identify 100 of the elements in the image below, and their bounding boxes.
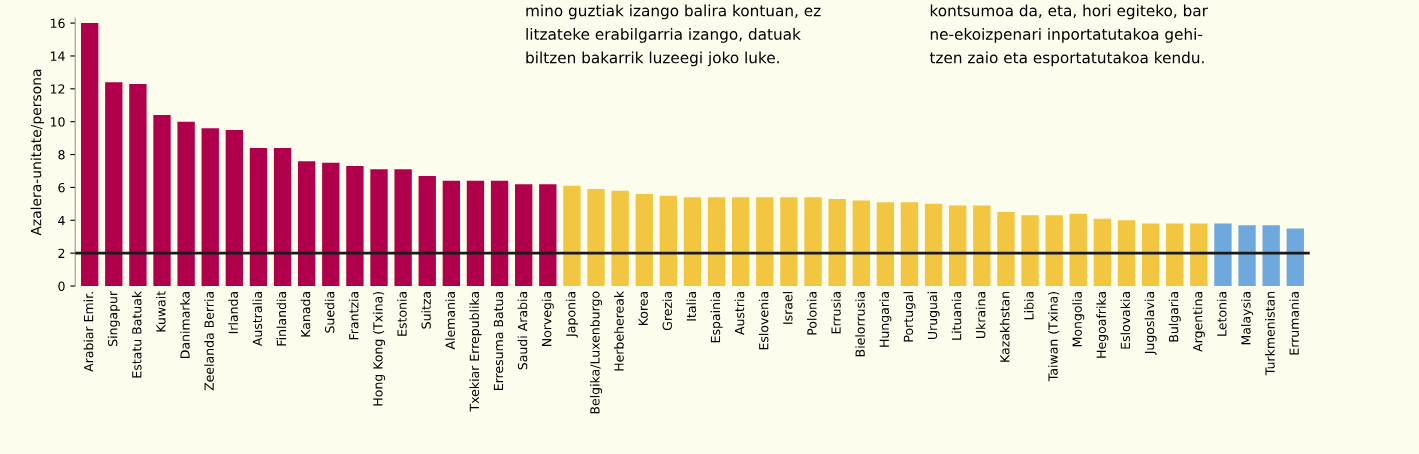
x-tick-label: Suitza [421, 292, 431, 329]
x-tick-label: Txekiar Errepublika [469, 292, 482, 412]
bar [273, 147, 292, 287]
x-tick-label: Grezia [662, 292, 672, 331]
bar [466, 180, 485, 287]
bar [828, 198, 846, 287]
x-tick-label: Letonia [1216, 292, 1227, 336]
x-tick-label: Australia [252, 292, 263, 347]
x-tick-label: Taiwan (Txina) [1048, 291, 1060, 382]
bar [1190, 223, 1208, 287]
y-tick-label: 0 [58, 281, 65, 291]
y-axis-title: Azalera-unitate/persona [30, 69, 45, 236]
y-tick-label: 10 [50, 117, 65, 127]
x-tick-label: Libia [1023, 292, 1034, 320]
x-tick-label: Hungaria [879, 292, 892, 347]
bar [683, 197, 702, 287]
x-tick-label: Finlandia [276, 292, 287, 346]
bar [370, 169, 388, 287]
bar [177, 121, 195, 287]
y-tick-label: 14 [50, 51, 65, 61]
bar [756, 197, 774, 287]
bar [129, 83, 147, 287]
bar [659, 195, 678, 287]
bar [394, 169, 412, 287]
bar [201, 128, 219, 287]
x-tick-label: Espainia [710, 292, 723, 343]
x-tick-label: Korea [638, 292, 648, 326]
x-tick-label: Hong Kong (Txina) [372, 291, 386, 406]
bar [1166, 223, 1184, 287]
bar [442, 180, 461, 287]
x-tick-label: Turkmenistan [1265, 291, 1275, 376]
bar [1069, 213, 1087, 287]
x-tick-label: Danimarka [180, 292, 190, 358]
bar [973, 205, 991, 287]
x-tick-label: Jugoslavia [1144, 292, 1157, 355]
x-tick-label: Frantzia [348, 292, 359, 340]
x-tick-label: Austria [734, 292, 745, 335]
annotation: mino guztiak izango balira kontuan, ez litzateke erabilgarria izango, datuak biltzen bakarrik luzeegi joko luke. [526, 4, 821, 67]
bar [1045, 215, 1063, 287]
bar [1214, 223, 1232, 287]
bar [346, 166, 364, 287]
y-tick-label: 4 [58, 215, 65, 226]
x-tick-label: Errumania [1289, 292, 1299, 355]
bar [298, 161, 316, 287]
x-tick-label: Bielorrusia [855, 292, 865, 357]
x-tick-label: Kazakhstan [999, 291, 1010, 362]
y-tick-label: 2 [58, 248, 65, 258]
x-tick-label: Norvegia [541, 292, 554, 346]
x-tick-label: Bulgaria [1168, 292, 1181, 342]
bar [80, 23, 99, 287]
bar [876, 202, 895, 287]
x-tick-label: Arabiar Emir. [83, 292, 94, 372]
x-tick-label: Eslovakia [1120, 292, 1131, 349]
y-tick-label: 6 [58, 182, 65, 193]
bar [490, 180, 509, 287]
bar [563, 185, 581, 287]
x-tick-label: Lituania [951, 292, 962, 340]
bar [707, 197, 726, 287]
bar [1286, 228, 1304, 287]
bar [515, 184, 533, 287]
x-tick-label: Polonia [806, 292, 817, 335]
bar [1117, 220, 1136, 287]
x-tick-label: Herbehereak [614, 290, 624, 371]
bar [105, 82, 123, 287]
x-tick-label: Israel [782, 292, 793, 324]
bar [1238, 225, 1256, 287]
bar [249, 147, 268, 287]
bar [1021, 215, 1039, 287]
bar [539, 184, 557, 287]
x-tick-label: Malaysia [1241, 292, 1254, 345]
x-tick-label: Singapur [107, 290, 120, 346]
bar [418, 175, 436, 287]
bar [153, 115, 171, 287]
x-tick-label: Eslovenia [758, 292, 769, 350]
bar [635, 193, 653, 287]
x-tick-label: Suedia [324, 292, 335, 333]
x-tick-label: Mongolia [1072, 292, 1085, 347]
x-tick-label: Kuwait [155, 291, 166, 332]
x-tick-label: Estonia [397, 292, 407, 336]
bar [322, 162, 340, 287]
y-tick-label: 16 [50, 18, 65, 29]
x-tick-label: Estatu Batuak [131, 290, 142, 378]
x-tick-label: Saudi Arabia [517, 292, 528, 370]
x-tick-label: Portugal [903, 292, 916, 342]
bar [587, 189, 605, 287]
x-tick-label: Argentina [1192, 292, 1205, 352]
x-tick-label: Errusia [831, 292, 841, 334]
x-tick-label: Uruguai [927, 292, 940, 339]
bar [997, 212, 1015, 287]
bar [1141, 223, 1160, 287]
x-tick-label: Hegoafrika [1096, 292, 1109, 358]
bar [225, 129, 244, 287]
y-tick-label: 12 [50, 84, 65, 94]
x-tick-label: Zeelanda Berria [204, 292, 214, 391]
x-tick-label: Kanada [300, 292, 311, 337]
bar [1262, 225, 1280, 287]
bar [949, 205, 967, 287]
x-tick-label: Japonia [565, 292, 578, 338]
bar [924, 203, 943, 287]
y-tick-label: 8 [58, 150, 65, 160]
